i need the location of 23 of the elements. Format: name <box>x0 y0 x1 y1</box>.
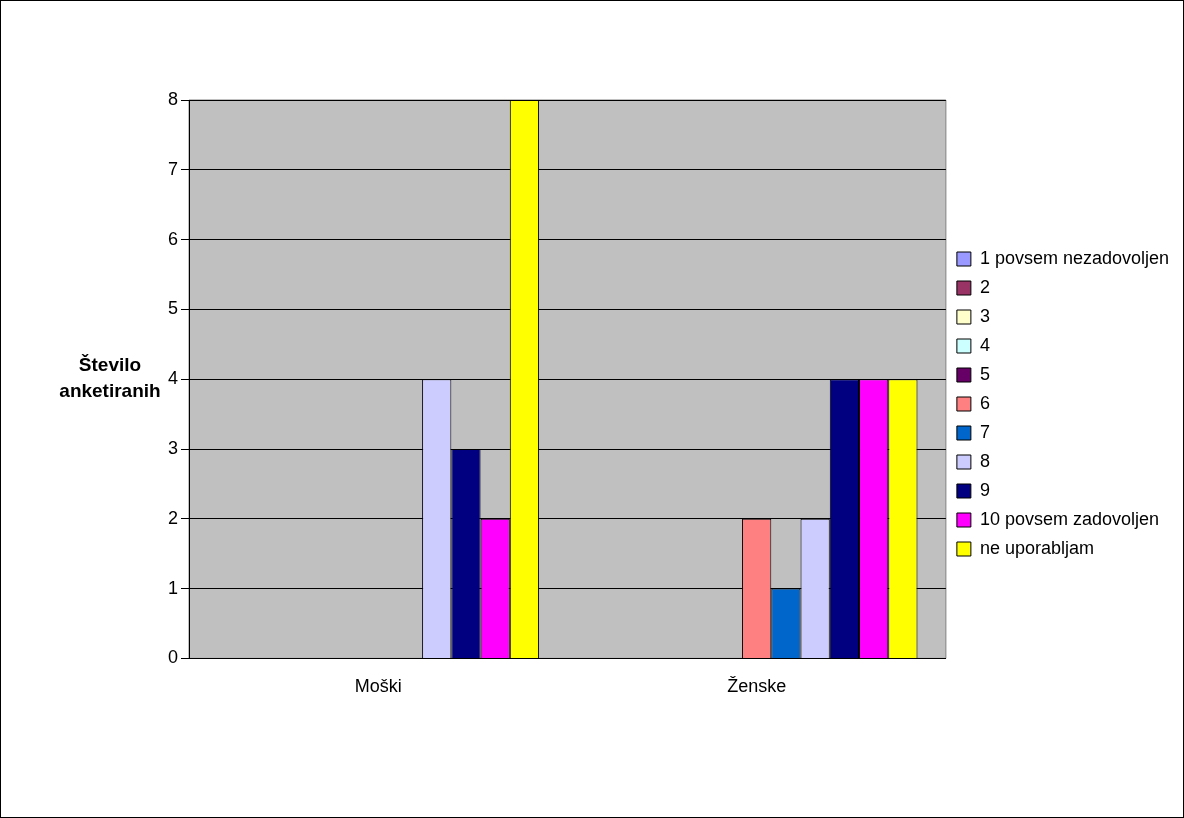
legend-label: 4 <box>979 334 990 355</box>
y-tick-label: 3 <box>168 437 179 458</box>
y-tick-label: 7 <box>168 158 179 179</box>
legend-label: 6 <box>979 392 990 413</box>
legend-label: 7 <box>979 421 990 442</box>
legend-label: 1 povsem nezadovoljen <box>979 247 1169 268</box>
legend-label: ne uporabljam <box>979 537 1094 558</box>
y-tick-label: 1 <box>168 577 179 598</box>
x-tick-label: Moški <box>354 676 402 697</box>
y-tick-label: 8 <box>168 88 179 109</box>
legend-label: 10 povsem zadovoljen <box>979 508 1159 529</box>
x-tick-label: Ženske <box>727 676 787 697</box>
legend-label: 9 <box>979 479 990 500</box>
y-tick-label: 4 <box>168 368 179 389</box>
legend-label: 2 <box>979 276 990 297</box>
y-tick-label: 2 <box>168 507 179 528</box>
legend-label: 8 <box>979 450 990 471</box>
y-axis-title: Število anketiranih <box>59 354 161 402</box>
legend-label: 5 <box>979 363 990 384</box>
y-tick-label: 5 <box>168 298 179 319</box>
y-tick-label: 0 <box>168 647 179 668</box>
legend-label: 3 <box>979 305 990 326</box>
y-tick-label: 6 <box>168 228 179 249</box>
